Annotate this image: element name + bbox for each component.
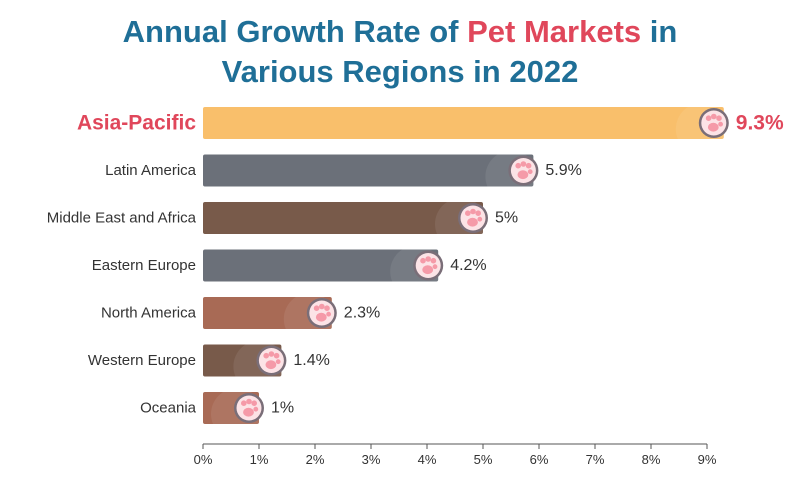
x-tick-label: 3% [362,452,381,467]
x-tick-label: 1% [250,452,269,467]
value-label: 2.3% [344,305,380,322]
paw-icon [698,108,729,138]
paw-icon [306,298,337,328]
x-tick-label: 0% [194,452,213,467]
paw-icon [458,203,488,233]
value-label: 5.9% [545,162,581,179]
title-highlight: Pet Markets [467,14,642,49]
title-prefix: Annual Growth Rate of [122,14,468,49]
title-suffix: in [641,14,678,49]
x-tick-label: 7% [586,452,605,467]
category-label: Latin America [105,162,197,179]
paw-icon [234,393,264,423]
bar-1 [203,154,534,187]
bar-0 [203,107,724,139]
category-label: Western Europe [88,352,196,369]
value-label: 4.2% [450,257,486,274]
category-label: Eastern Europe [92,257,196,274]
title-line-1: Annual Growth Rate of Pet Markets in [0,12,800,52]
paw-icon [413,250,444,281]
x-tick-label: 4% [418,452,437,467]
value-label: 9.3% [736,112,784,135]
value-label: 1.4% [293,352,329,369]
x-tick-label: 5% [474,452,493,467]
value-label: 5% [495,210,518,227]
category-label: Middle East and Africa [47,210,197,227]
x-tick-label: 6% [530,452,549,467]
x-tick-label: 8% [642,452,661,467]
title-line-2: Various Regions in 2022 [221,54,579,89]
category-label: Asia-Pacific [77,112,196,135]
x-tick-label: 2% [306,452,325,467]
chart-title: Annual Growth Rate of Pet Markets in Var… [0,12,800,92]
category-label: North America [101,305,197,322]
bar-4 [203,297,332,329]
value-label: 1% [271,400,294,417]
bar-2 [203,202,483,234]
x-tick-label: 9% [698,452,717,467]
bar-3 [203,249,439,282]
category-label: Oceania [140,400,197,417]
paw-icon [508,155,539,186]
paw-icon [256,345,287,376]
